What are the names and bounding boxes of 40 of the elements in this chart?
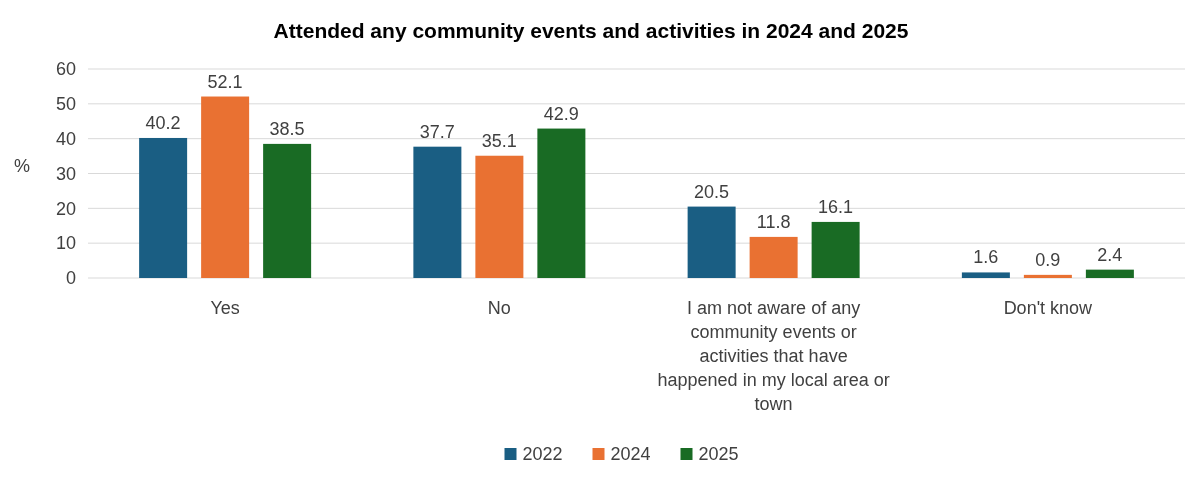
data-label: 38.5 [269, 118, 305, 139]
data-label: 40.2 [145, 112, 181, 133]
bar [1023, 274, 1072, 278]
bar [537, 128, 586, 278]
bar [139, 137, 188, 278]
bar [1085, 269, 1134, 278]
data-label: 1.6 [973, 247, 999, 268]
x-tick-label: No [487, 298, 511, 318]
legend-label: 2024 [610, 444, 651, 465]
bar [475, 155, 524, 278]
y-tick-label: 40 [55, 128, 76, 149]
data-label: 2.4 [1097, 244, 1123, 265]
data-label: 11.8 [756, 211, 791, 232]
bar [811, 221, 860, 278]
x-tick-label: I am not aware of any community events or activities that have happened in my local area or town [657, 298, 890, 414]
legend-label: 2025 [698, 444, 739, 465]
x-tick-label: Don't know [1003, 298, 1094, 318]
data-label: 20.5 [694, 181, 730, 202]
data-label: 37.7 [419, 121, 455, 142]
chart-title: Attended any community events and activities in 2024 and 2025 [273, 19, 909, 42]
y-tick-label: 60 [55, 59, 76, 80]
y-tick-label: 20 [55, 198, 76, 219]
y-tick-label: 30 [55, 163, 76, 184]
data-label: 16.1 [818, 196, 854, 217]
bar [687, 206, 736, 278]
y-tick-label: 50 [55, 94, 76, 115]
y-tick-label: 0 [65, 268, 76, 289]
bar [413, 146, 462, 278]
legend-label: 2022 [522, 444, 563, 465]
data-label: 52.1 [207, 71, 243, 92]
data-label: 42.9 [543, 103, 579, 124]
y-tick-label: 10 [55, 233, 76, 254]
bar [961, 272, 1010, 278]
bar [201, 96, 250, 278]
data-label: 0.9 [1035, 249, 1061, 270]
x-tick-label: Yes [210, 298, 240, 318]
bar [749, 236, 798, 278]
y-axis-title: % [13, 155, 31, 176]
data-label: 35.1 [481, 130, 517, 151]
bar [263, 143, 312, 278]
